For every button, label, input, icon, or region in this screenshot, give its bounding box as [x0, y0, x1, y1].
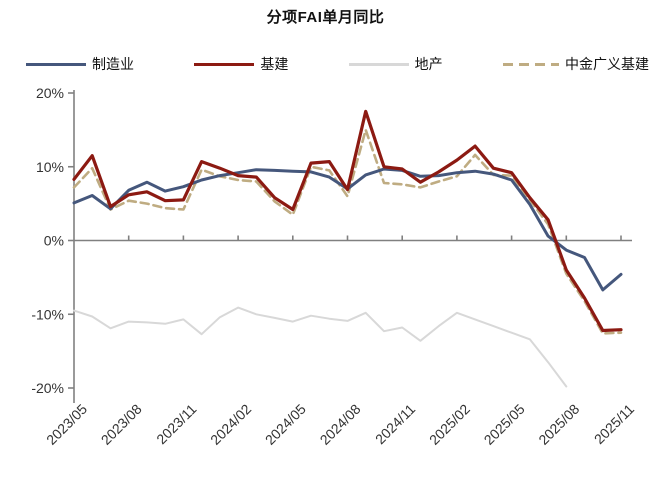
- x-tick-label: 2025/08: [535, 401, 582, 448]
- legend-label-cicc-broad-infrastructure: 中金广义基建: [564, 56, 649, 72]
- x-tick-label: 2023/05: [43, 401, 90, 448]
- chart-legend: 制造业 基建 地产 中金广义基建: [26, 54, 649, 74]
- y-tick-label: 0%: [44, 233, 64, 249]
- series-line-property: [73, 306, 568, 388]
- x-tick-label: 2024/08: [317, 401, 364, 448]
- legend-line-swatch-property: [348, 62, 409, 66]
- x-tick-label: 2023/08: [98, 401, 145, 448]
- legend-item-property: 地产: [348, 54, 443, 74]
- series-line-infrastructure: [72, 109, 623, 333]
- legend-line-swatch-infrastructure: [194, 62, 255, 66]
- chart-title: 分项FAI单月同比: [266, 9, 385, 26]
- y-tick-label: -20%: [31, 380, 64, 396]
- x-tick-label: 2024/05: [262, 401, 309, 448]
- legend-item-cicc-broad-infrastructure: 中金广义基建: [502, 54, 649, 74]
- x-tick-label: 2024/11: [372, 401, 419, 448]
- legend-label-manufacturing: 制造业: [92, 56, 134, 72]
- series-line-cicc-broad-infrastructure: [72, 128, 623, 335]
- x-tick-label: 2023/11: [153, 401, 200, 448]
- y-tick-label: -10%: [31, 306, 64, 322]
- x-tick-label: 2025/02: [426, 401, 473, 448]
- y-tick-label: 20%: [36, 85, 64, 101]
- legend-label-property: 地产: [414, 56, 443, 72]
- y-tick-label: 10%: [36, 159, 64, 175]
- legend-item-infrastructure: 基建: [194, 54, 288, 74]
- legend-line-swatch-manufacturing: [26, 62, 86, 66]
- x-tick-label: 2025/11: [591, 401, 638, 448]
- x-tick-label: 2024/02: [207, 401, 254, 448]
- legend-item-manufacturing: 制造业: [26, 54, 134, 74]
- legend-label-infrastructure: 基建: [260, 56, 289, 72]
- legend-line-swatch-cicc-broad-infrastructure: [502, 62, 559, 66]
- x-tick-label: 2025/05: [481, 401, 528, 448]
